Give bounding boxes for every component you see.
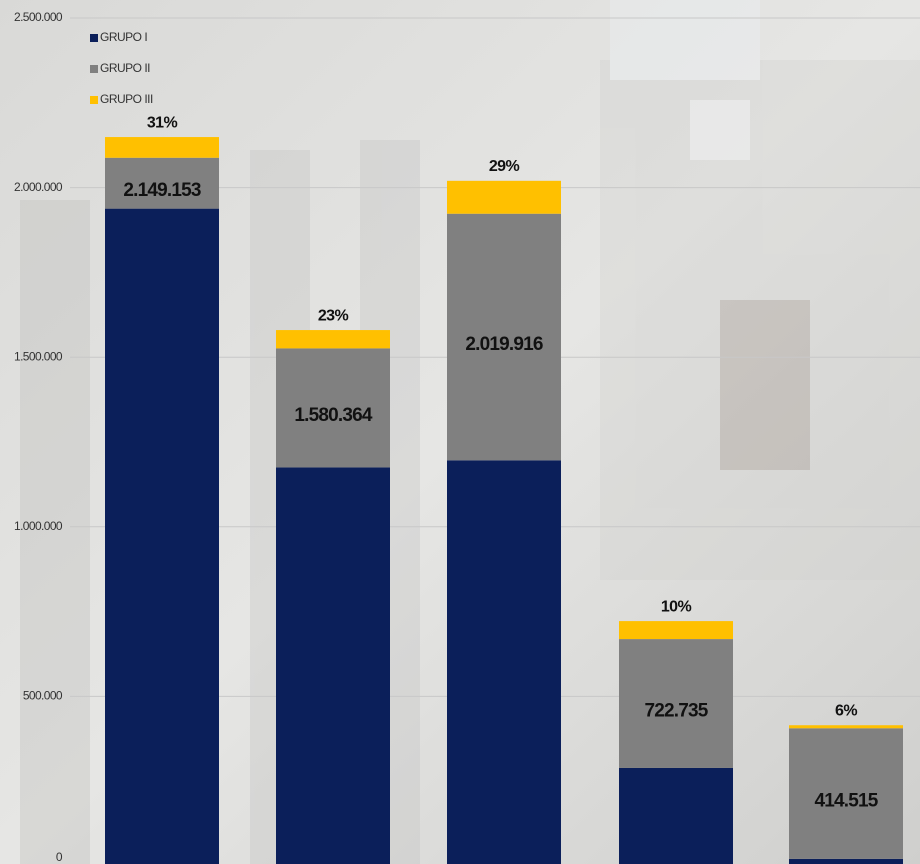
share-label: 6% xyxy=(835,702,857,719)
bar-segment xyxy=(276,348,390,468)
y-tick-label: 1.000.000 xyxy=(14,519,63,533)
legend-swatch xyxy=(90,65,98,73)
y-tick-label: 2.500.000 xyxy=(14,10,63,24)
bar-segment xyxy=(789,725,903,729)
bar-segment xyxy=(789,728,903,859)
y-tick-label: 500.000 xyxy=(23,689,63,703)
legend-label: GRUPO II xyxy=(100,61,150,75)
bar-segment xyxy=(105,157,219,209)
total-label: 2.019.916 xyxy=(465,334,543,355)
share-label: 10% xyxy=(661,598,692,615)
total-label: 722.735 xyxy=(644,701,708,722)
y-tick-label: 2.000.000 xyxy=(14,180,63,194)
bar-segment xyxy=(105,208,219,864)
bar-segment xyxy=(619,639,733,768)
bar-segment xyxy=(447,460,561,864)
y-tick-label: 0 xyxy=(56,850,63,864)
legend-swatch xyxy=(90,96,98,104)
share-label: 29% xyxy=(489,158,520,175)
total-label: 414.515 xyxy=(814,791,878,812)
bar-segment xyxy=(447,213,561,461)
legend-label: GRUPO III xyxy=(100,92,153,106)
bar-segment xyxy=(619,767,733,864)
legend-swatch xyxy=(90,34,98,42)
bar-segment xyxy=(447,180,561,214)
background-building xyxy=(20,0,920,864)
bar-segment xyxy=(619,621,733,640)
share-label: 31% xyxy=(147,114,178,131)
share-label: 23% xyxy=(318,307,349,324)
bar-segment xyxy=(276,330,390,349)
total-label: 2.149.153 xyxy=(123,180,201,201)
legend-label: GRUPO I xyxy=(100,30,147,44)
total-label: 1.580.364 xyxy=(294,405,373,426)
bar-segment xyxy=(789,858,903,864)
bar-segment xyxy=(276,467,390,864)
bar-segment xyxy=(105,137,219,158)
y-tick-label: 1.500.000 xyxy=(14,349,63,363)
